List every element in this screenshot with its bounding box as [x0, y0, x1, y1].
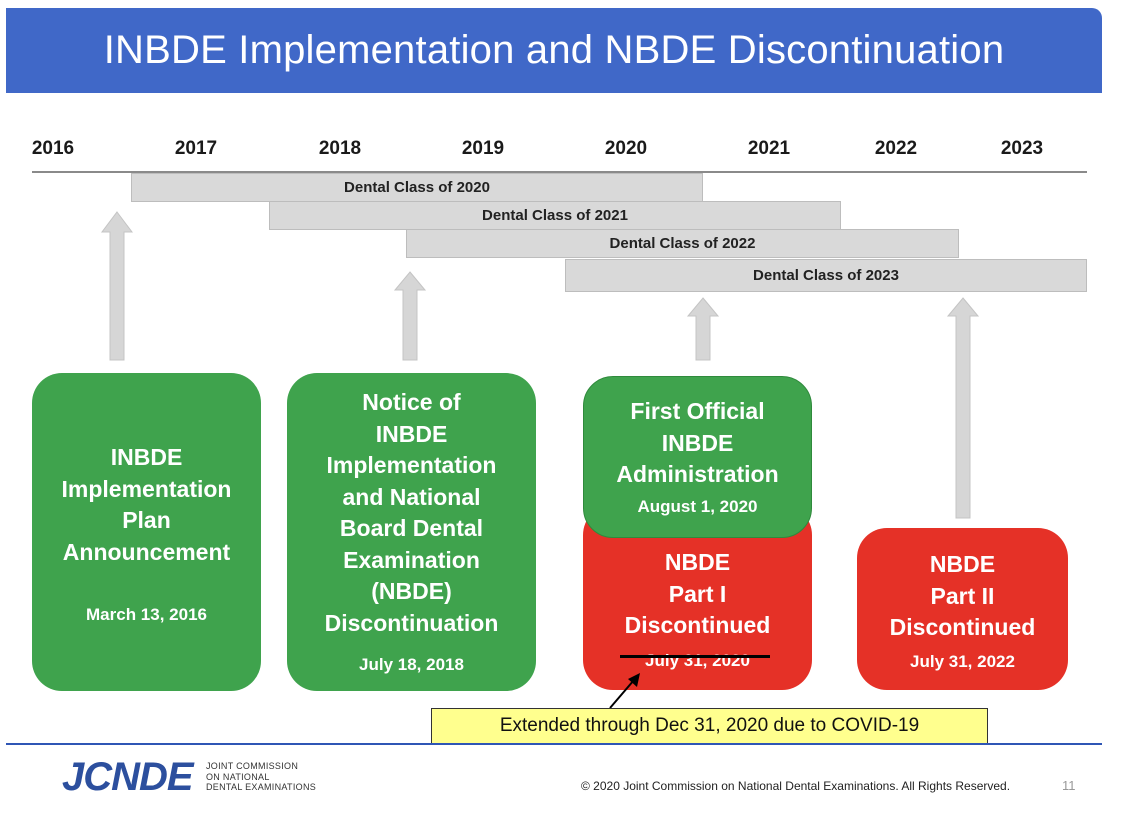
up-arrow-icon	[686, 297, 720, 361]
footer-divider	[6, 743, 1102, 745]
box-text: Part I	[668, 580, 727, 607]
slide-title: INBDE Implementation and NBDE Discontinu…	[103, 28, 1005, 72]
year-label: 2020	[604, 138, 648, 159]
box-date: July 31, 2022	[910, 652, 1015, 671]
year-label: 2022	[874, 138, 918, 159]
year-label: 2016	[31, 138, 75, 159]
box-text: NBDE	[929, 551, 996, 577]
first-admin-box: First Official INBDE Administration Augu…	[583, 376, 812, 538]
box-date: July 18, 2018	[359, 655, 464, 674]
strikethrough-line	[620, 655, 770, 658]
class-bar-2020: Dental Class of 2020	[131, 173, 703, 202]
box-text: Plan	[122, 507, 171, 533]
box-text: Implementation	[326, 452, 497, 478]
box-text: Discontinuation	[324, 609, 499, 636]
up-arrow-icon	[946, 297, 980, 519]
year-label: 2021	[747, 138, 791, 159]
box-text: First Official	[630, 398, 765, 424]
up-arrow-icon	[393, 271, 427, 361]
jcnde-logo: JCNDE	[62, 755, 194, 799]
logo-subtitle: JOINT COMMISSION ON NATIONAL DENTAL EXAM…	[206, 761, 316, 793]
timeline-axis	[32, 171, 1087, 173]
box-text: INBDE	[661, 429, 734, 456]
box-text: Discontinued	[624, 612, 771, 638]
box-text: Part II	[930, 582, 995, 609]
class-bar-2022: Dental Class of 2022	[406, 229, 959, 258]
box-text: Administration	[616, 461, 779, 487]
copyright-text: © 2020 Joint Commission on National Dent…	[581, 779, 1011, 793]
year-label: 2019	[461, 138, 505, 159]
box-text: Notice of	[362, 389, 461, 415]
announcement-box: INBDE Implementation Plan Announcement M…	[32, 373, 261, 691]
box-text: Board Dental	[339, 515, 484, 541]
box-text: Implementation	[61, 475, 232, 502]
year-label: 2023	[1000, 138, 1044, 159]
year-label: 2018	[318, 138, 362, 159]
box-text: Announcement	[62, 538, 231, 565]
box-text: INBDE	[375, 420, 448, 447]
box-date: August 1, 2020	[637, 497, 758, 516]
covid-extension-callout: Extended through Dec 31, 2020 due to COV…	[431, 708, 988, 744]
box-text: and National	[342, 483, 481, 510]
title-bar: INBDE Implementation and NBDE Discontinu…	[6, 8, 1102, 93]
notice-box: Notice of INBDE Implementation and Natio…	[287, 373, 536, 691]
box-date: March 13, 2016	[86, 605, 207, 624]
year-label: 2017	[174, 138, 218, 159]
logo-sub-line: DENTAL EXAMINATIONS	[206, 782, 317, 792]
class-bar-2021: Dental Class of 2021	[269, 201, 841, 230]
nbde-part2-box: NBDE Part II Discontinued July 31, 2022	[857, 528, 1068, 690]
up-arrow-icon	[101, 211, 133, 361]
logo-sub-line: JOINT COMMISSION	[206, 761, 299, 771]
callout-arrow-icon	[609, 673, 640, 709]
page-number: 11	[1062, 778, 1076, 793]
box-text: (NBDE)	[371, 578, 452, 604]
box-text: Examination	[343, 546, 480, 573]
box-date-struck: July 31, 2020	[645, 651, 750, 670]
box-text: INBDE	[110, 444, 183, 470]
class-bar-2023: Dental Class of 2023	[565, 259, 1087, 292]
logo-sub-line: ON NATIONAL	[206, 771, 270, 782]
box-text: NBDE	[664, 549, 731, 575]
box-text: Discontinued	[889, 614, 1036, 640]
